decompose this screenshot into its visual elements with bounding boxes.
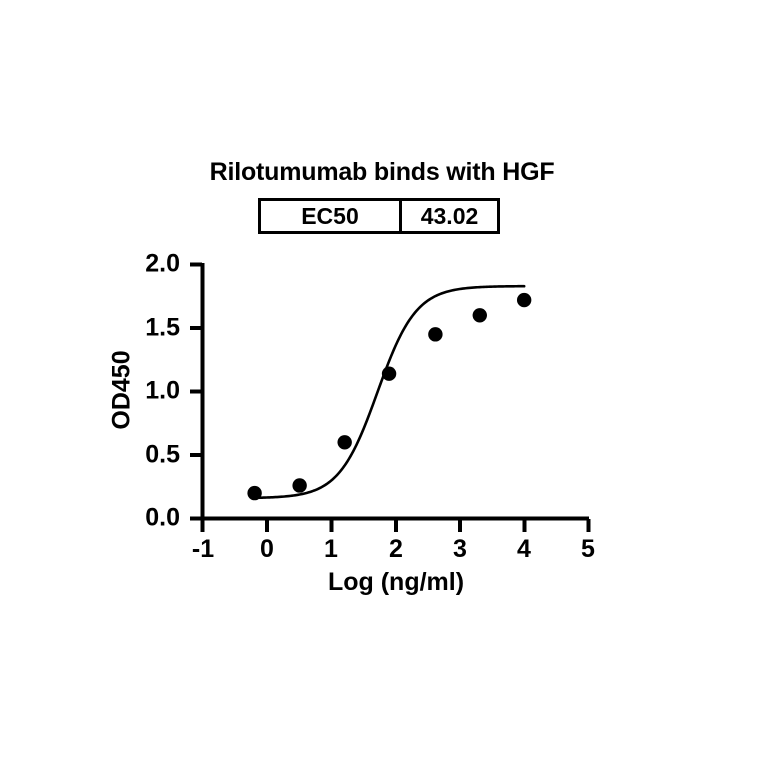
data-point [428, 327, 443, 342]
x-tick-label-3: 3 [453, 535, 467, 563]
y-tick-label-0-0: 0.0 [145, 503, 180, 532]
x-tick-label-5: 5 [581, 535, 595, 563]
data-point [381, 366, 397, 381]
data-point [292, 478, 307, 493]
y-tick-label-0-5: 0.5 [145, 440, 180, 469]
x-axis-ticks [200, 519, 591, 532]
x-tick-label-4: 4 [517, 535, 531, 563]
page-title: Rilotumumab binds with HGF [209, 158, 555, 186]
x-tick-label-1: 1 [324, 535, 338, 563]
x-axis-title: Log (ng/ml) [327, 568, 465, 596]
y-tick-label-1-5: 1.5 [145, 313, 180, 342]
data-point [516, 292, 532, 308]
fit-curve-line [253, 284, 526, 500]
y-axis-ticks [190, 262, 202, 521]
ec50-value-cell: 43.02 [420, 202, 479, 229]
data-point [337, 435, 352, 450]
ec50-table: EC50 43.02 [258, 198, 500, 234]
data-point-group [247, 292, 532, 501]
x-tick-label-neg1: -1 [191, 535, 215, 563]
x-tick-label-2: 2 [389, 535, 403, 563]
y-axis-title: OD450 [107, 350, 136, 430]
data-point [247, 485, 262, 501]
x-tick-label-0: 0 [260, 535, 274, 563]
ec50-label-cell: EC50 [261, 201, 402, 231]
y-tick-label-2-0: 2.0 [145, 249, 180, 278]
data-point [472, 308, 487, 323]
y-tick-label-1-0: 1.0 [145, 376, 180, 405]
